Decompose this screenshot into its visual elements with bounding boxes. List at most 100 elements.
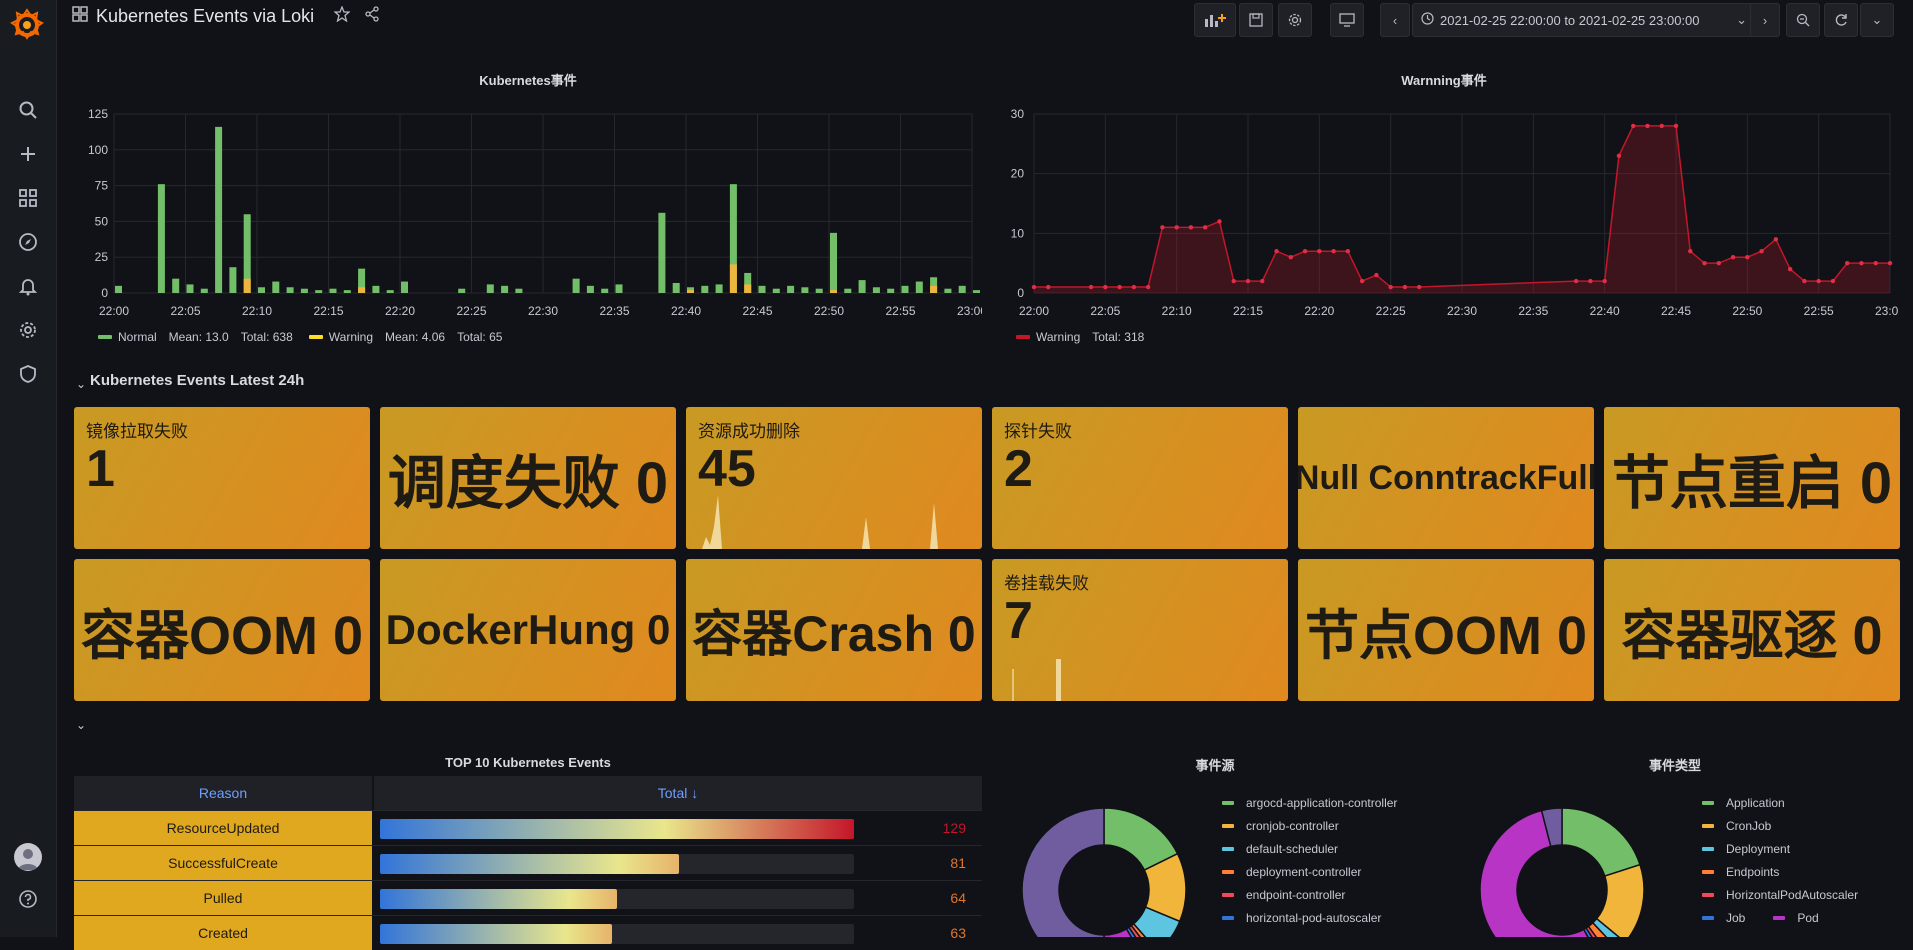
- legend-warning-name[interactable]: Warning: [328, 330, 374, 344]
- explore-compass-icon[interactable]: [16, 230, 40, 254]
- stat-label: 资源成功删除: [698, 422, 800, 441]
- warning-point: [1203, 225, 1208, 230]
- stat-value: 容器Crash 0: [692, 606, 976, 662]
- stat-volume-mount-failed[interactable]: 卷挂载失败 7: [992, 559, 1288, 701]
- shield-icon[interactable]: [16, 362, 40, 386]
- warning-point: [1317, 249, 1322, 254]
- legend-item[interactable]: endpoint-controller: [1222, 883, 1397, 906]
- add-panel-button[interactable]: [1194, 3, 1236, 37]
- top10-panel-title[interactable]: TOP 10 Kubernetes Events: [445, 755, 611, 770]
- legend-item[interactable]: deployment-controller: [1222, 860, 1397, 883]
- legend-label: horizontal-pod-autoscaler: [1246, 910, 1382, 925]
- stat-container-oom[interactable]: 容器OOM 0: [74, 559, 370, 701]
- source-pie-legend: argocd-application-controller cronjob-co…: [1222, 791, 1397, 929]
- stat-value: 45: [698, 440, 756, 498]
- warning-point: [1773, 237, 1779, 242]
- legend-label: Job: [1726, 910, 1746, 925]
- search-icon[interactable]: [16, 98, 40, 122]
- donut-slice: [1103, 927, 1133, 937]
- source-pie-title[interactable]: 事件源: [1195, 758, 1235, 773]
- legend-item[interactable]: argocd-application-controller: [1222, 791, 1397, 814]
- legend-item[interactable]: Deployment: [1702, 837, 1858, 860]
- table-row: SuccessfulCreate 81: [74, 845, 982, 880]
- grafana-logo-icon[interactable]: [9, 6, 45, 42]
- dashboards-icon[interactable]: [16, 186, 40, 210]
- bar-normal: [944, 288, 952, 293]
- legend-item[interactable]: Endpoints: [1702, 860, 1858, 883]
- time-shift-forward-icon[interactable]: ›: [1750, 3, 1780, 37]
- legend-item[interactable]: CronJob: [1702, 814, 1858, 837]
- stat-docker-hung[interactable]: DockerHung 0: [380, 559, 676, 701]
- legend-item[interactable]: HorizontalPodAutoscaler: [1702, 883, 1858, 906]
- stat-scheduling-failed[interactable]: 调度失败 0: [380, 407, 676, 549]
- x-tick-label: 22:20: [1304, 304, 1334, 318]
- x-tick-label: 22:25: [456, 304, 486, 318]
- refresh-icon[interactable]: [1824, 3, 1858, 37]
- plus-icon[interactable]: [16, 142, 40, 166]
- save-dashboard-icon[interactable]: [1239, 3, 1273, 37]
- alerting-bell-icon[interactable]: [16, 274, 40, 298]
- row-collapse-chevron-icon[interactable]: ⌄: [76, 718, 87, 732]
- legend-item[interactable]: default-scheduler: [1222, 837, 1397, 860]
- type-pie-title[interactable]: 事件类型: [1648, 758, 1701, 773]
- tv-mode-icon[interactable]: [1330, 3, 1364, 37]
- stat-probe-failed[interactable]: 探针失败 2: [992, 407, 1288, 549]
- side-menu: [0, 0, 57, 937]
- stat-value: 调度失败 0: [387, 451, 669, 516]
- time-picker-button[interactable]: 2021-02-25 22:00:00 to 2021-02-25 23:00:…: [1412, 3, 1756, 37]
- gauge-bar: [380, 854, 679, 874]
- source-donut-chart: [1021, 807, 1187, 937]
- row-title[interactable]: Kubernetes Events Latest 24h: [90, 372, 305, 389]
- bar-normal: [973, 290, 980, 293]
- x-tick-label: 22:10: [1162, 304, 1192, 318]
- warning-point: [1131, 284, 1137, 290]
- share-icon[interactable]: [364, 6, 380, 27]
- zoom-out-icon[interactable]: [1786, 3, 1820, 37]
- x-tick-label: 22:20: [385, 304, 415, 318]
- warning-point: [1374, 272, 1379, 278]
- star-icon[interactable]: [333, 5, 351, 27]
- legend-item[interactable]: Application: [1702, 791, 1858, 814]
- warning-point: [1688, 249, 1693, 254]
- bar-normal: [901, 285, 909, 293]
- bar-normal: [401, 281, 408, 293]
- events-panel-title[interactable]: Kubernetes事件: [479, 73, 577, 88]
- help-icon[interactable]: [16, 887, 40, 911]
- legend-warning-area-name[interactable]: Warning: [1036, 330, 1081, 344]
- stat-container-evicted[interactable]: 容器驱逐 0: [1604, 559, 1900, 701]
- warning-point: [1787, 266, 1793, 272]
- y-tick-label: 30: [1011, 107, 1025, 121]
- row-collapse-chevron-icon[interactable]: ⌄: [76, 377, 87, 391]
- warning-point: [1274, 249, 1279, 254]
- type-pie-legend: Application CronJob Deployment Endpoints…: [1702, 791, 1858, 929]
- bar-normal: [729, 184, 737, 293]
- warnings-panel-title[interactable]: Warnning事件: [1401, 73, 1487, 88]
- legend-label: default-scheduler: [1246, 841, 1339, 856]
- stat-node-reboot[interactable]: 节点重启 0: [1604, 407, 1900, 549]
- stat-image-pull-failed[interactable]: 镜像拉取失败 1: [74, 407, 370, 549]
- bar-warning: [243, 278, 251, 293]
- time-shift-back-icon[interactable]: ‹: [1380, 3, 1410, 37]
- warning-point: [1231, 278, 1236, 284]
- dashboard-settings-icon[interactable]: [1278, 3, 1312, 37]
- legend-item[interactable]: cronjob-controller: [1222, 814, 1397, 837]
- refresh-interval-dropdown[interactable]: ⌄: [1860, 3, 1894, 37]
- configuration-gear-icon[interactable]: [16, 318, 40, 342]
- stat-node-oom[interactable]: 节点OOM 0: [1298, 559, 1594, 701]
- dashboard-title[interactable]: Kubernetes Events via Loki: [96, 6, 315, 26]
- legend-label: argocd-application-controller: [1246, 795, 1398, 810]
- legend-normal-name[interactable]: Normal: [118, 330, 157, 344]
- column-header-reason[interactable]: Reason: [74, 776, 372, 810]
- stat-conntrack-full[interactable]: Null ConntrackFull: [1298, 407, 1594, 549]
- stat-value: 2: [1004, 440, 1033, 498]
- warning-point: [1830, 278, 1836, 284]
- stat-container-crash[interactable]: 容器Crash 0: [686, 559, 982, 701]
- legend-item[interactable]: horizontal-pod-autoscaler: [1222, 906, 1397, 929]
- legend-label: cronjob-controller: [1246, 818, 1339, 833]
- user-avatar[interactable]: [14, 843, 42, 871]
- x-tick-label: 22:05: [170, 304, 200, 318]
- stat-resource-deleted[interactable]: 资源成功删除 45: [686, 407, 982, 549]
- legend-item[interactable]: Job Pod: [1702, 906, 1858, 929]
- column-header-total[interactable]: Total ↓: [374, 776, 982, 810]
- bar-normal: [672, 282, 680, 293]
